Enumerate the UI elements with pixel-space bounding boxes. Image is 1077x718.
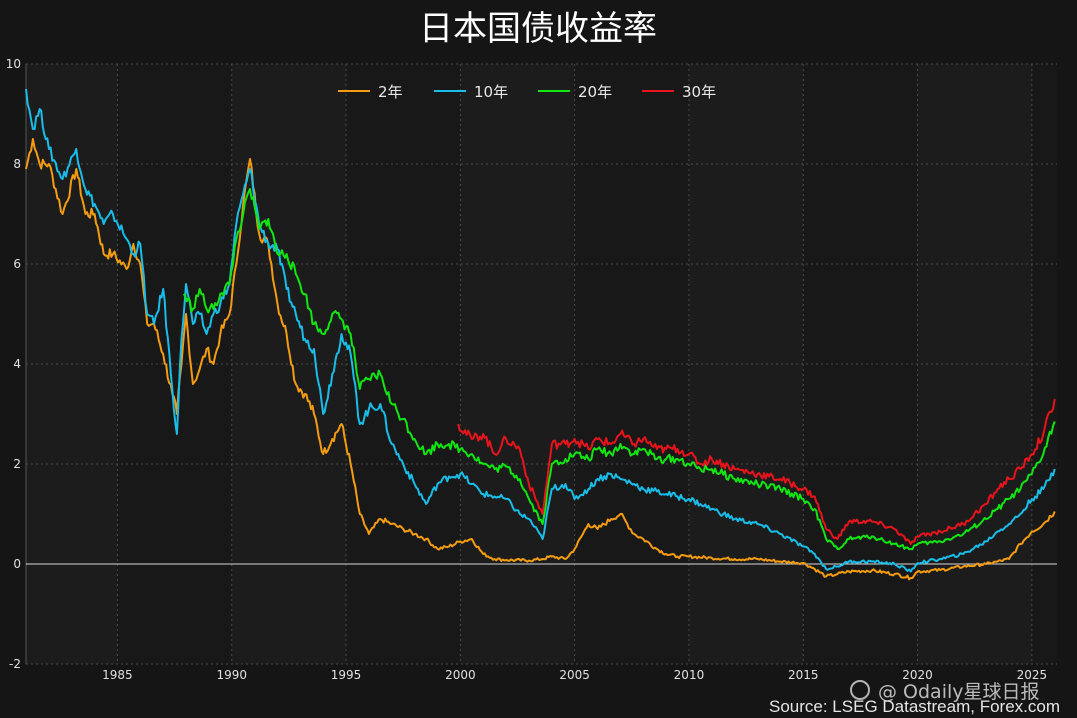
- x-tick-label: 2025: [1017, 668, 1048, 682]
- source-text: Source: LSEG Datastream, Forex.com: [769, 697, 1060, 716]
- band: [117, 64, 232, 664]
- chart-title: 日本国债收益率: [419, 9, 657, 49]
- x-tick-label: 2015: [788, 668, 819, 682]
- legend-label: 30年: [682, 83, 716, 101]
- series-line-3: [182, 188, 1056, 551]
- x-tick-label: 1985: [102, 668, 133, 682]
- y-tick-label: 10: [6, 57, 21, 71]
- series-line-4: [457, 398, 1056, 545]
- x-tick-label: 1990: [216, 668, 247, 682]
- y-tick-label: -2: [9, 657, 21, 671]
- series-line-2: [25, 88, 1056, 573]
- legend-label: 2年: [378, 83, 403, 101]
- legend: 2年 10年 20年 30年: [338, 83, 716, 101]
- x-tick-label: 2000: [445, 668, 476, 682]
- band: [1031, 64, 1057, 664]
- y-tick-label: 2: [13, 457, 21, 471]
- x-tick-label: 2020: [902, 668, 933, 682]
- watermark-text: @ Odaily星球日报: [878, 681, 1040, 703]
- band: [803, 64, 918, 664]
- x-axis-ticks: 1985 1990 1995 2000 2005 2010 2015 2020 2025: [102, 668, 1047, 682]
- x-tick-label: 2005: [559, 668, 590, 682]
- series-layer: [25, 88, 1056, 581]
- x-tick-label: 2010: [674, 668, 705, 682]
- watermark: @ Odaily星球日报: [850, 680, 1040, 703]
- y-tick-label: 0: [13, 557, 21, 571]
- legend-label: 10年: [474, 83, 508, 101]
- series-line-1: [25, 138, 1056, 581]
- y-tick-label: 4: [13, 357, 21, 371]
- y-tick-label: 6: [13, 257, 21, 271]
- y-tick-label: 8: [13, 157, 21, 171]
- y-axis-ticks: -2 0 2 4 6 8 10: [6, 57, 21, 671]
- band: [346, 64, 461, 664]
- watermark-logo-icon: [850, 680, 870, 700]
- legend-label: 20年: [578, 83, 612, 101]
- x-tick-label: 1995: [331, 668, 362, 682]
